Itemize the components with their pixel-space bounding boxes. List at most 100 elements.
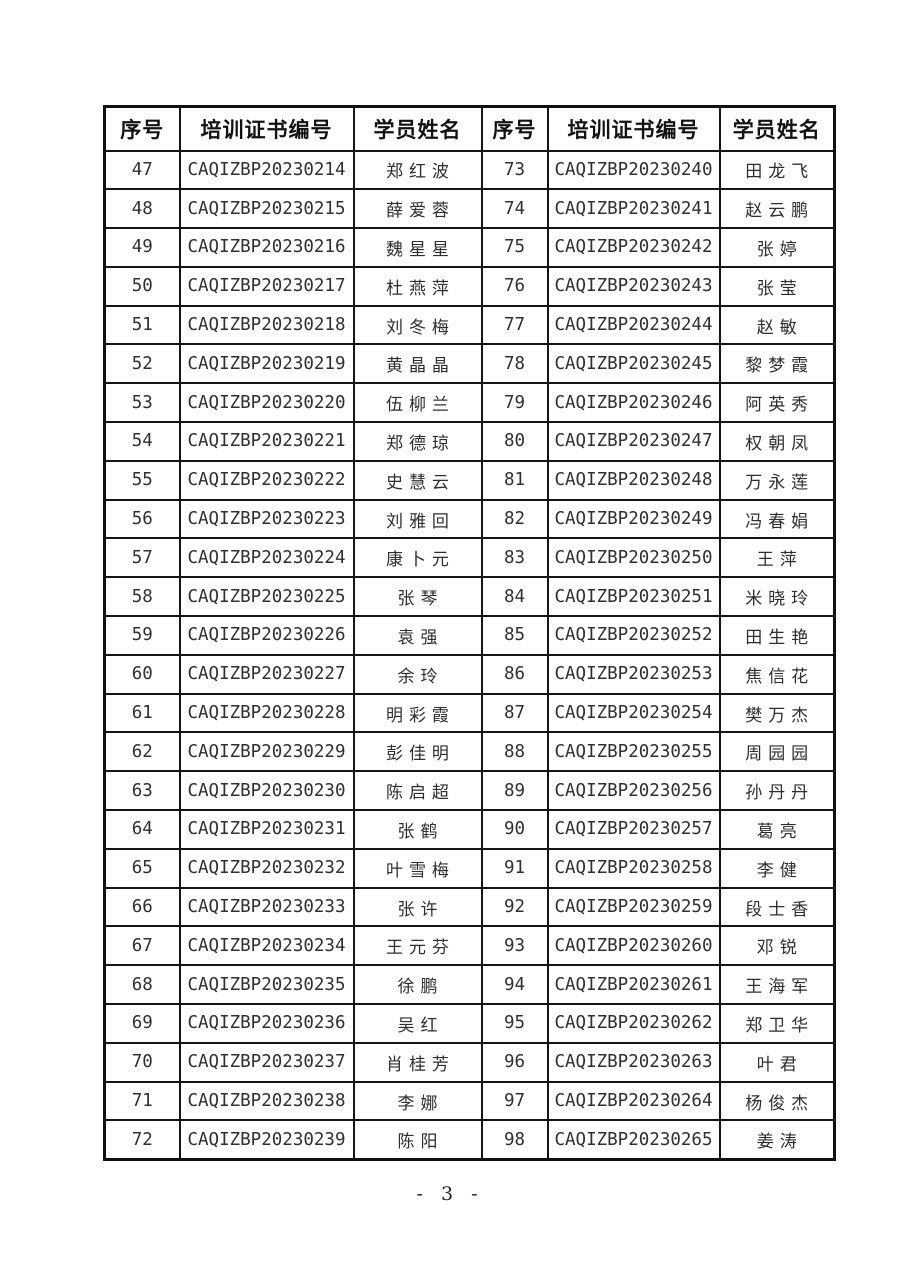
serial-cell: 58 [103, 576, 181, 618]
serial-cell: 66 [103, 886, 181, 928]
certificate-number-cell: CAQIZBP20230260 [546, 925, 721, 967]
certificate-number-cell: CAQIZBP20230251 [546, 576, 721, 618]
table-row: 60 CAQIZBP20230227 余玲 86 CAQIZBP20230253 焦信花 [103, 653, 836, 695]
certificate-number-cell: CAQIZBP20230241 [546, 188, 721, 230]
column-header: 学员姓名 [718, 105, 836, 152]
student-name-cell: 薛爱蓉 [352, 188, 483, 230]
certificate-roster-table: 序号 培训证书编号 学员姓名 序号 培训证书编号 学员姓名 47 CAQIZBP202302… [103, 105, 836, 1161]
table-row: 47 CAQIZBP20230214 郑红波 73 CAQIZBP20230240 田龙飞 [103, 149, 836, 191]
certificate-number-cell: CAQIZBP20230232 [178, 847, 355, 889]
serial-cell: 63 [103, 770, 181, 812]
student-name-cell: 张琴 [352, 576, 483, 618]
serial-cell: 76 [480, 265, 549, 307]
serial-cell: 60 [103, 653, 181, 695]
table-row: 65 CAQIZBP20230232 叶雪梅 91 CAQIZBP20230258 李健 [103, 847, 836, 889]
serial-cell: 77 [480, 304, 549, 346]
certificate-number-cell: CAQIZBP20230249 [546, 498, 721, 540]
certificate-number-cell: CAQIZBP20230247 [546, 421, 721, 462]
serial-cell: 88 [480, 731, 549, 773]
student-name-cell: 米晓玲 [718, 576, 836, 618]
student-name-cell: 叶雪梅 [352, 847, 483, 889]
student-name-cell: 康卜元 [352, 537, 483, 579]
table-row: 57 CAQIZBP20230224 康卜元 83 CAQIZBP20230250 王萍 [103, 537, 836, 579]
student-name-cell: 李健 [718, 847, 836, 889]
serial-cell: 56 [103, 498, 181, 540]
student-name-cell: 万永莲 [718, 459, 836, 501]
certificate-number-cell: CAQIZBP20230253 [546, 653, 721, 695]
serial-cell: 96 [480, 1041, 549, 1083]
student-name-cell: 袁强 [352, 615, 483, 656]
student-name-cell: 郑德琼 [352, 421, 483, 462]
certificate-number-cell: CAQIZBP20230236 [178, 1003, 355, 1044]
certificate-number-cell: CAQIZBP20230261 [546, 964, 721, 1006]
student-name-cell: 葛亮 [718, 809, 836, 850]
certificate-number-cell: CAQIZBP20230246 [546, 382, 721, 424]
certificate-number-cell: CAQIZBP20230225 [178, 576, 355, 618]
table-row: 50 CAQIZBP20230217 杜燕萍 76 CAQIZBP20230243 张莹 [103, 265, 836, 307]
student-name-cell: 段士香 [718, 886, 836, 928]
certificate-number-cell: CAQIZBP20230259 [546, 886, 721, 928]
serial-cell: 53 [103, 382, 181, 424]
student-name-cell: 郑卫华 [718, 1003, 836, 1044]
certificate-number-cell: CAQIZBP20230237 [178, 1041, 355, 1083]
certificate-number-cell: CAQIZBP20230235 [178, 964, 355, 1006]
student-name-cell: 焦信花 [718, 653, 836, 695]
student-name-cell: 田生艳 [718, 615, 836, 656]
table-row: 61 CAQIZBP20230228 明彩霞 87 CAQIZBP20230254 樊万杰 [103, 692, 836, 734]
certificate-number-cell: CAQIZBP20230265 [546, 1119, 721, 1161]
student-name-cell: 徐鹏 [352, 964, 483, 1006]
serial-cell: 75 [480, 227, 549, 268]
certificate-number-cell: CAQIZBP20230230 [178, 770, 355, 812]
serial-cell: 73 [480, 149, 549, 191]
student-name-cell: 王海军 [718, 964, 836, 1006]
certificate-number-cell: CAQIZBP20230224 [178, 537, 355, 579]
certificate-number-cell: CAQIZBP20230262 [546, 1003, 721, 1044]
student-name-cell: 张婷 [718, 227, 836, 268]
table-row: 67 CAQIZBP20230234 王元芬 93 CAQIZBP20230260 邓锐 [103, 925, 836, 967]
certificate-number-cell: CAQIZBP20230252 [546, 615, 721, 656]
serial-cell: 59 [103, 615, 181, 656]
serial-cell: 55 [103, 459, 181, 501]
table-row: 52 CAQIZBP20230219 黄晶晶 78 CAQIZBP20230245 黎梦霞 [103, 343, 836, 385]
table-row: 59 CAQIZBP20230226 袁强 85 CAQIZBP20230252 田生艳 [103, 615, 836, 656]
serial-cell: 65 [103, 847, 181, 889]
table-row: 68 CAQIZBP20230235 徐鹏 94 CAQIZBP20230261 王海军 [103, 964, 836, 1006]
student-name-cell: 黄晶晶 [352, 343, 483, 385]
certificate-number-cell: CAQIZBP20230240 [546, 149, 721, 191]
student-name-cell: 黎梦霞 [718, 343, 836, 385]
table-row: 55 CAQIZBP20230222 史慧云 81 CAQIZBP20230248 万永莲 [103, 459, 836, 501]
table-body: 47 CAQIZBP20230214 郑红波 73 CAQIZBP20230240 田龙飞… [103, 149, 836, 1161]
student-name-cell: 明彩霞 [352, 692, 483, 734]
certificate-number-cell: CAQIZBP20230244 [546, 304, 721, 346]
table-row: 69 CAQIZBP20230236 吴红 95 CAQIZBP20230262 郑卫华 [103, 1003, 836, 1044]
serial-cell: 64 [103, 809, 181, 850]
student-name-cell: 吴红 [352, 1003, 483, 1044]
serial-cell: 84 [480, 576, 549, 618]
student-name-cell: 赵敏 [718, 304, 836, 346]
certificate-number-cell: CAQIZBP20230233 [178, 886, 355, 928]
serial-cell: 50 [103, 265, 181, 307]
certificate-number-cell: CAQIZBP20230257 [546, 809, 721, 850]
student-name-cell: 郑红波 [352, 149, 483, 191]
page-number: - 3 - [416, 1183, 484, 1205]
certificate-number-cell: CAQIZBP20230228 [178, 692, 355, 734]
column-header: 序号 [480, 105, 549, 152]
student-name-cell: 史慧云 [352, 459, 483, 501]
student-name-cell: 杨俊杰 [718, 1080, 836, 1122]
certificate-number-cell: CAQIZBP20230256 [546, 770, 721, 812]
student-name-cell: 余玲 [352, 653, 483, 695]
student-name-cell: 陈阳 [352, 1119, 483, 1161]
table-row: 62 CAQIZBP20230229 彭佳明 88 CAQIZBP20230255 周园园 [103, 731, 836, 773]
certificate-number-cell: CAQIZBP20230231 [178, 809, 355, 850]
certificate-number-cell: CAQIZBP20230239 [178, 1119, 355, 1161]
serial-cell: 79 [480, 382, 549, 424]
certificate-number-cell: CAQIZBP20230226 [178, 615, 355, 656]
table-row: 63 CAQIZBP20230230 陈启超 89 CAQIZBP20230256 孙丹丹 [103, 770, 836, 812]
serial-cell: 94 [480, 964, 549, 1006]
column-header: 培训证书编号 [178, 105, 355, 152]
student-name-cell: 刘冬梅 [352, 304, 483, 346]
certificate-number-cell: CAQIZBP20230227 [178, 653, 355, 695]
table-row: 70 CAQIZBP20230237 肖桂芳 96 CAQIZBP20230263 叶君 [103, 1041, 836, 1083]
certificate-number-cell: CAQIZBP20230218 [178, 304, 355, 346]
